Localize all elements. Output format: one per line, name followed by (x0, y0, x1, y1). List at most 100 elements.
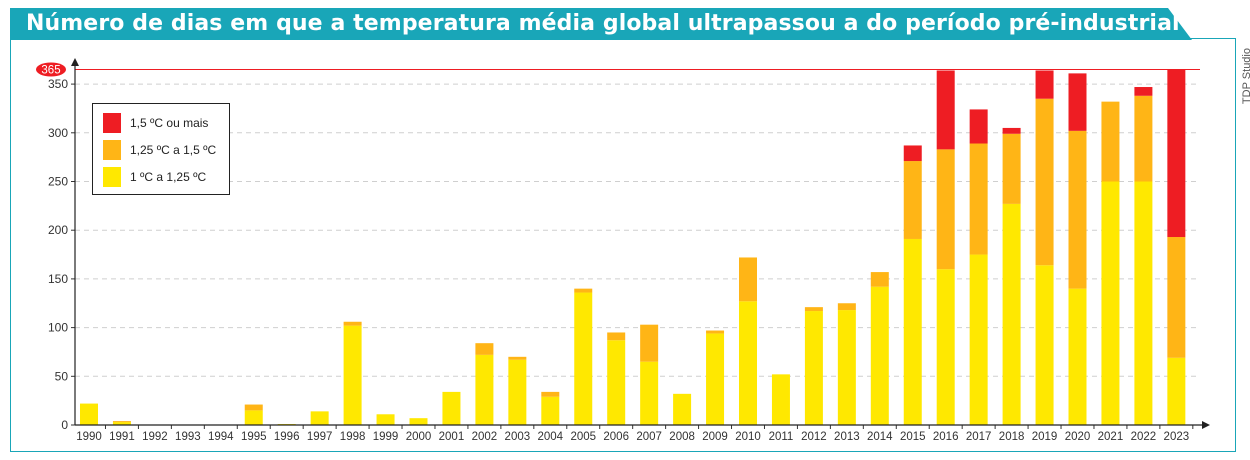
x-tick-label-2000: 2000 (406, 431, 432, 443)
x-tick-label-2009: 2009 (702, 431, 728, 443)
bar-segment-2013-s0 (837, 310, 856, 425)
x-tick-label-2021: 2021 (1098, 431, 1124, 443)
legend-label-tier1: 1 ºC a 1,25 ºC (130, 170, 207, 184)
bar-segment-1991-s1 (112, 421, 131, 423)
bar-segment-2008-s0 (673, 393, 692, 425)
bar-segment-1990-s0 (80, 403, 98, 425)
bar-segment-2007-s0 (640, 361, 659, 425)
y-tick-label: 200 (48, 223, 68, 237)
bar-segment-2018-s0 (1002, 203, 1021, 425)
bar-segment-2017-s1 (969, 143, 988, 255)
bar-segment-2002-s0 (475, 354, 494, 425)
x-tick-label-2011: 2011 (769, 431, 794, 443)
bar-segment-2013-s1 (837, 303, 856, 311)
y-tick-label: 300 (48, 126, 68, 140)
bar-segment-2015-s2 (903, 145, 922, 162)
x-tick-label-2019: 2019 (1032, 431, 1058, 443)
reference-badge (36, 62, 66, 77)
bar-segment-2012-s1 (804, 307, 823, 312)
bar-segment-2017-s0 (969, 254, 988, 425)
bar-segment-2003-s1 (508, 356, 527, 360)
bar-segment-2012-s0 (804, 311, 823, 425)
bar-segment-1999-s0 (376, 414, 395, 425)
x-tick-label-2004: 2004 (538, 431, 564, 443)
x-tick-label-2008: 2008 (669, 431, 695, 443)
x-tick-label-2006: 2006 (603, 431, 629, 443)
y-tick-label: 0 (61, 418, 68, 432)
x-tick-label-1996: 1996 (274, 431, 300, 443)
x-tick-label-1994: 1994 (208, 431, 234, 443)
bar-segment-2020-s2 (1068, 73, 1087, 131)
bar-segment-2021-s1 (1101, 101, 1120, 182)
legend-item-tier2: 1,25 ºC a 1,5 ºC (103, 140, 216, 160)
bar-segment-2010-s0 (739, 301, 757, 425)
x-tick-label-2020: 2020 (1065, 431, 1091, 443)
bar-segment-2003-s0 (508, 359, 527, 425)
bar-segment-1998-s0 (343, 325, 362, 425)
bar-segment-2018-s1 (1002, 133, 1021, 204)
y-tick-label: 100 (48, 321, 68, 335)
bar-segment-2005-s1 (574, 288, 593, 293)
bar-segment-2020-s1 (1068, 130, 1087, 289)
bar-segment-2007-s1 (640, 324, 659, 362)
bar-segment-2019-s1 (1035, 98, 1054, 266)
bar-segment-2015-s1 (903, 161, 922, 239)
x-tick-label-2005: 2005 (570, 431, 596, 443)
bar-segment-2005-s0 (574, 292, 593, 425)
x-tick-label-2015: 2015 (900, 431, 926, 443)
bar-segment-2011-s0 (771, 374, 790, 425)
y-axis-arrow (71, 58, 79, 66)
y-tick-label: 350 (48, 77, 68, 91)
x-tick-label-2003: 2003 (505, 431, 531, 443)
bar-segment-2019-s2 (1035, 70, 1054, 99)
x-tick-label-1999: 1999 (373, 431, 399, 443)
x-tick-label-1997: 1997 (307, 431, 333, 443)
bar-segment-2016-s0 (936, 269, 955, 425)
bar-segment-1991-s0 (112, 422, 131, 425)
bar-segment-2006-s1 (607, 332, 626, 341)
bar-segment-1997-s0 (310, 411, 329, 425)
bar-segment-2022-s2 (1134, 87, 1153, 96)
bar-segment-2009-s1 (706, 330, 725, 334)
x-tick-label-2013: 2013 (834, 431, 860, 443)
bar-segment-2022-s1 (1134, 95, 1153, 182)
x-tick-label-2022: 2022 (1131, 431, 1157, 443)
bar-segment-2009-s0 (706, 333, 725, 425)
legend: 1,5 ºC ou mais 1,25 ºC a 1,5 ºC 1 ºC a 1… (92, 103, 230, 195)
bar-segment-2023-s1 (1167, 237, 1186, 358)
bar-segment-2021-s0 (1101, 181, 1120, 425)
bar-segment-1998-s1 (343, 321, 362, 326)
bar-segment-2016-s2 (936, 70, 955, 150)
x-tick-label-2016: 2016 (933, 431, 959, 443)
x-tick-label-1992: 1992 (142, 431, 168, 443)
y-tick-label: 150 (48, 272, 68, 286)
x-tick-label-1991: 1991 (109, 431, 135, 443)
bar-segment-2000-s0 (409, 418, 428, 425)
x-tick-label-2002: 2002 (472, 431, 498, 443)
x-tick-label-1998: 1998 (340, 431, 366, 443)
bar-segment-2017-s2 (969, 109, 988, 144)
bar-segment-2020-s0 (1068, 288, 1087, 425)
bar-segment-2010-s1 (739, 257, 757, 302)
bar-segment-2015-s0 (903, 238, 922, 425)
bar-segment-1995-s0 (244, 410, 263, 425)
legend-swatch-tier1 (103, 167, 121, 187)
x-tick-label-1993: 1993 (175, 431, 201, 443)
legend-item-tier1: 1 ºC a 1,25 ºC (103, 167, 206, 187)
x-tick-label-2001: 2001 (439, 431, 465, 443)
x-tick-label-2012: 2012 (801, 431, 827, 443)
x-tick-label-2023: 2023 (1164, 431, 1190, 443)
bar-segment-2004-s0 (541, 396, 560, 425)
chart-title: Número de dias em que a temperatura médi… (26, 11, 1180, 36)
legend-label-tier3: 1,5 ºC ou mais (130, 116, 209, 130)
legend-swatch-tier3 (103, 113, 121, 133)
x-tick-label-1990: 1990 (76, 431, 102, 443)
y-tick-label: 250 (48, 175, 68, 189)
x-tick-label-2014: 2014 (867, 431, 893, 443)
x-tick-label-2007: 2007 (636, 431, 662, 443)
y-tick-label: 50 (55, 369, 69, 383)
x-tick-label-2017: 2017 (966, 431, 992, 443)
bar-segment-2006-s0 (607, 340, 626, 425)
bar-segment-1995-s1 (244, 404, 263, 411)
